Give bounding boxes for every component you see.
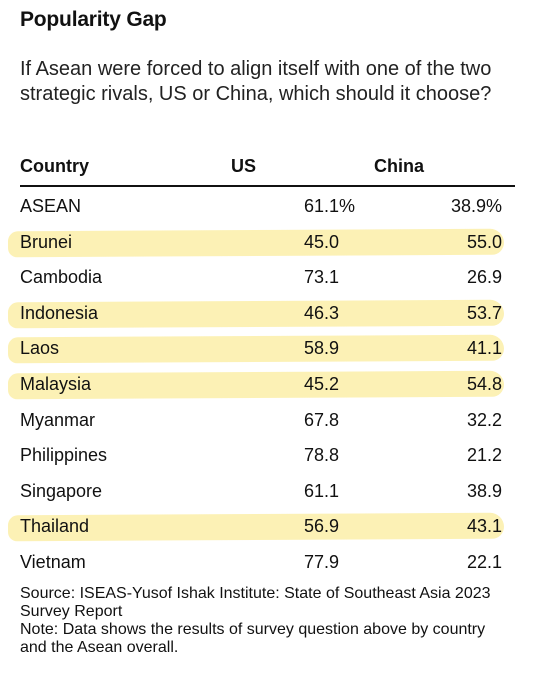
cell-country: Philippines xyxy=(20,445,108,466)
table-row: Thailand 56.9 43.1 xyxy=(0,509,535,545)
table-row: Laos 58.9 41.1 xyxy=(0,331,535,367)
cell-country: Vietnam xyxy=(20,551,86,572)
cell-country: Thailand xyxy=(20,516,90,537)
cell-country: Myanmar xyxy=(20,409,96,430)
table-header: Country US China xyxy=(20,156,515,186)
cell-country: Indonesia xyxy=(20,302,99,323)
chart-subtitle: If Asean were forced to align itself wit… xyxy=(20,58,492,105)
source-note: Source: ISEAS-Yusof Ishak Institute: Sta… xyxy=(20,585,491,620)
cell-china: 38.9 xyxy=(466,480,502,501)
table-row: Indonesia 46.3 53.7 xyxy=(0,296,535,332)
cell-us: 56.9 xyxy=(304,516,340,537)
cell-country: Cambodia xyxy=(20,267,103,288)
table-row: Cambodia 73.1 26.9 xyxy=(0,260,535,296)
cell-china: 41.1 xyxy=(466,338,502,359)
cell-country: Laos xyxy=(20,338,60,359)
cell-us: 58.9 xyxy=(304,338,340,359)
cell-country: Singapore xyxy=(20,480,103,501)
cell-us: 45.2 xyxy=(304,373,340,394)
cell-us: 61.1% xyxy=(304,196,356,216)
table-row: Malaysia 45.2 54.8 xyxy=(0,367,535,403)
cell-us: 78.8 xyxy=(304,445,340,466)
column-header-us: US xyxy=(231,156,257,176)
header-rule xyxy=(20,185,515,187)
cell-country: ASEAN xyxy=(20,196,82,216)
column-header-china: China xyxy=(374,156,425,176)
cell-us: 45.0 xyxy=(304,231,340,252)
cell-us: 73.1 xyxy=(304,267,340,288)
cell-china: 38.9% xyxy=(450,196,502,216)
cell-china: 55.0 xyxy=(466,231,502,252)
cell-china: 32.2 xyxy=(466,409,502,430)
cell-china: 53.7 xyxy=(466,302,502,323)
table-row: Philippines 78.8 21.2 xyxy=(0,438,535,474)
column-header-country: Country xyxy=(20,156,89,176)
data-note: Note: Data shows the results of survey q… xyxy=(20,621,486,656)
row-highlight xyxy=(7,335,505,364)
table-row: Vietnam 77.9 22.1 xyxy=(0,545,535,581)
cell-china: 22.1 xyxy=(466,551,502,572)
table-row: ASEAN 61.1% 38.9% xyxy=(0,189,535,225)
table-body: ASEAN 61.1% 38.9% Brunei 45.0 55.0 Cambodia 73.… xyxy=(0,189,535,581)
cell-us: 46.3 xyxy=(304,302,340,323)
cell-china: 43.1 xyxy=(466,516,502,537)
cell-china: 54.8 xyxy=(466,373,502,394)
table-row: Brunei 45.0 55.0 xyxy=(0,225,535,261)
row-highlight xyxy=(7,228,505,257)
cell-us: 77.9 xyxy=(304,551,340,572)
cell-country: Malaysia xyxy=(20,373,92,394)
chart-footer: Source: ISEAS-Yusof Ishak Institute: Sta… xyxy=(20,585,515,657)
table-row: Singapore 61.1 38.9 xyxy=(0,474,535,510)
cell-china: 26.9 xyxy=(466,267,502,288)
cell-china: 21.2 xyxy=(466,445,502,466)
cell-us: 67.8 xyxy=(304,409,340,430)
cell-us: 61.1 xyxy=(304,480,340,501)
chart-title: Popularity Gap xyxy=(20,8,167,31)
cell-country: Brunei xyxy=(20,231,73,252)
table-row: Myanmar 67.8 32.2 xyxy=(0,403,535,439)
